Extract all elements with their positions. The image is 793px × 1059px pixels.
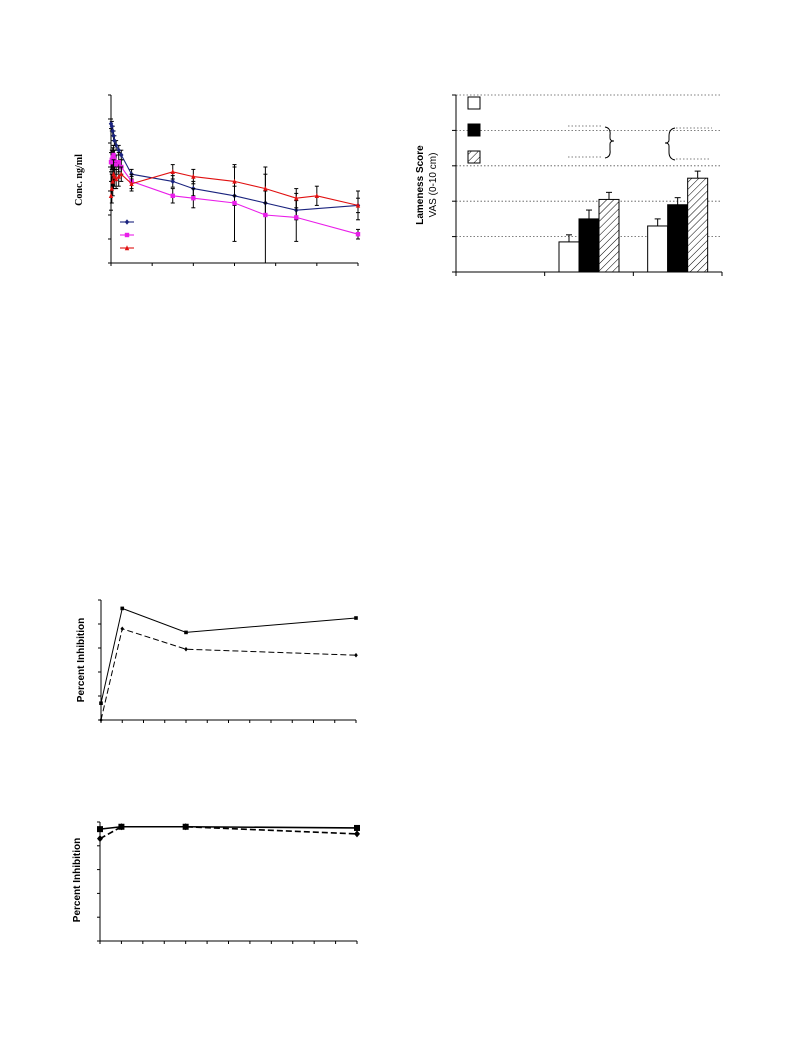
pk-series-2-point <box>109 185 115 191</box>
inhib1-series-1-point <box>354 652 358 658</box>
lameness-legend-0-swatch <box>467 96 481 110</box>
inhib2-series-1-point <box>97 835 103 843</box>
pk-series-2-point <box>113 176 119 182</box>
pk-series-1-point <box>113 162 119 167</box>
inhib1-series-1-line <box>100 628 357 721</box>
pk-series-1-point <box>170 193 175 198</box>
pk-series-2-point <box>119 171 124 177</box>
lameness-legend-2-swatch <box>467 150 481 164</box>
lameness-bar-s2-c2 <box>687 177 709 273</box>
lameness-y-label: Lameness Score <box>415 145 426 225</box>
inhib1-series-1-point <box>184 646 188 652</box>
pk-legend-2-marker <box>124 245 130 251</box>
pk-series-2-point <box>112 173 117 179</box>
pk-series-2-point <box>232 178 237 184</box>
pk-series-2-point <box>191 173 196 179</box>
pk-series-1-point <box>263 212 268 218</box>
inhib2-series-1-point <box>182 823 189 831</box>
pk-series-0-point <box>109 123 115 129</box>
lameness-bar-s0-c1 <box>558 241 580 273</box>
pk-series-2-point <box>294 195 299 201</box>
pk-series-0-point <box>111 133 116 139</box>
pk-series-0-point <box>110 128 115 134</box>
pk-series-1-point <box>232 200 237 206</box>
inhib2-series-1-point <box>354 830 360 838</box>
pk-series-2-point <box>116 173 121 179</box>
pk-legend-0-marker <box>124 219 130 225</box>
pk-series-2-point <box>129 181 134 186</box>
pk-series-1-point <box>191 196 196 201</box>
inhib1-series-0-line <box>100 607 357 704</box>
sig-bracket-1 <box>604 126 615 159</box>
pk-series-0-point <box>116 147 121 153</box>
pk-series-2-point <box>314 193 320 198</box>
pk-series-1-point <box>108 160 114 165</box>
pk-series-2-point <box>355 202 361 208</box>
inhib1-series-1-point <box>120 626 125 632</box>
lameness-legend-1-swatch <box>467 123 481 137</box>
pk-series-1-point <box>116 160 121 165</box>
lameness-bar-s1-c2 <box>667 204 689 273</box>
pk-series-1-point <box>110 155 115 160</box>
pk-series-1-point <box>111 152 116 158</box>
pk-legend-1-marker <box>124 232 130 238</box>
lameness-bar-chart: Lameness Score VAS (0-10 cm) <box>415 94 723 276</box>
pk-series-0-point <box>170 178 175 185</box>
inhib2-series-0-point <box>97 826 103 833</box>
lameness-bar-s1-c1 <box>578 218 600 273</box>
inhib2-series-0-point <box>354 824 360 831</box>
pk-series-1-point <box>355 232 361 237</box>
pk-series-2-point <box>108 193 114 198</box>
inhib1-series-1-point <box>99 717 103 723</box>
inhibition-chart-1: Percent Inhibition <box>76 599 358 723</box>
inhib2-y-label: Percent Inhibition <box>72 838 83 922</box>
inhib1-series-0-point <box>184 630 188 635</box>
pk-series-2-point <box>263 185 268 191</box>
lameness-bar-s0-c2 <box>647 225 669 273</box>
lameness-y-label-2: VAS (0-10 cm) <box>428 153 439 218</box>
pk-concentration-chart: Conc. ng/ml <box>74 94 361 266</box>
inhib2-series-1-point <box>118 823 125 831</box>
lameness-bar-s2-c1 <box>598 198 620 273</box>
pk-series-1-point <box>294 215 299 220</box>
sig-bracket-2 <box>664 127 676 161</box>
inhibition-chart-2: Percent Inhibition <box>72 821 360 944</box>
pk-series-0-point <box>112 137 117 144</box>
inhib2-series-1-line <box>99 825 358 840</box>
inhib1-series-0-point <box>120 606 125 611</box>
inhib1-y-label: Percent Inhibition <box>76 618 87 702</box>
inhib1-series-0-point <box>354 616 358 620</box>
pk-series-2-point <box>110 178 115 184</box>
pk-series-2-point <box>170 169 175 174</box>
inhib1-series-0-point <box>99 701 103 705</box>
pk-y-label: Conc. ng/ml <box>74 154 85 206</box>
pk-series-0-point <box>113 142 119 149</box>
pk-series-0-point <box>119 152 124 158</box>
